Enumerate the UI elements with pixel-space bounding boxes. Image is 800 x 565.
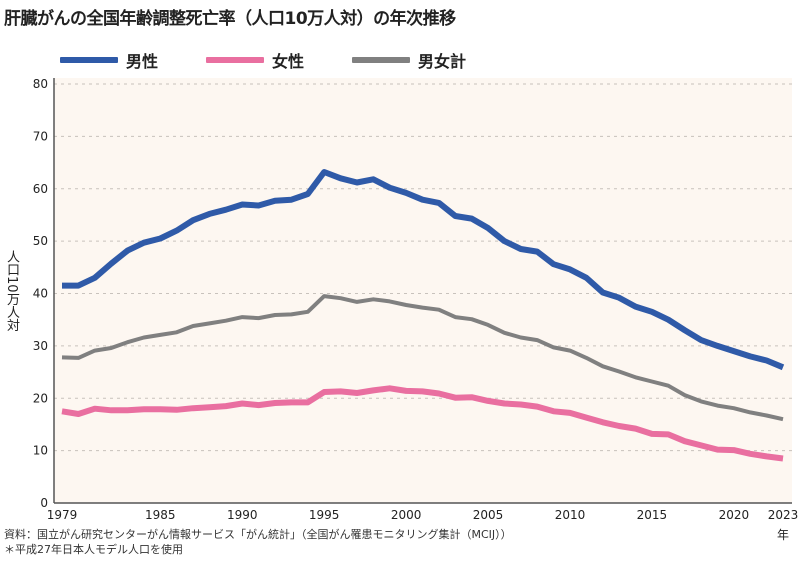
legend-item-total: 男女計 — [352, 48, 466, 72]
x-tick-label: 2005 — [473, 508, 504, 522]
y-tick-label: 60 — [33, 182, 48, 196]
y-tick-label: 80 — [33, 77, 48, 91]
legend-item-male: 男性 — [60, 48, 158, 72]
y-tick-label: 20 — [33, 391, 48, 405]
x-tick-label: 2000 — [391, 508, 422, 522]
x-tick-label: 2020 — [719, 508, 750, 522]
x-tick-label: 2015 — [637, 508, 668, 522]
source-note: 資料：国立がん研究センターがん情報サービス「がん統計」（全国がん罹患モニタリング… — [4, 528, 512, 541]
x-tick-label: 1990 — [227, 508, 258, 522]
series-line-男女計 — [61, 294, 784, 422]
y-tick-label: 40 — [33, 287, 48, 301]
series-line-男性 — [62, 169, 785, 371]
legend-label-total: 男女計 — [418, 52, 467, 71]
x-tick-label: 1995 — [309, 508, 340, 522]
x-unit-label: 年 — [777, 528, 789, 542]
legend: 男性 女性 男女計 — [60, 48, 466, 72]
x-tick-label: 1985 — [145, 508, 176, 522]
model-population-note: ＊平成27年日本人モデル人口を使用 — [4, 543, 183, 556]
legend-swatch-male — [60, 57, 118, 63]
y-tick-label: 70 — [33, 129, 48, 143]
legend-label-male: 男性 — [126, 52, 159, 71]
y-tick-label: 50 — [33, 234, 48, 248]
legend-label-female: 女性 — [272, 52, 305, 71]
y-tick-label: 30 — [33, 339, 48, 353]
legend-swatch-female — [206, 57, 265, 63]
chart-title: 肝臓がんの全国年齢調整死亡率（人口10万人対）の年次推移 — [4, 9, 456, 29]
y-axis-label: 人口10万人対 — [4, 250, 19, 332]
legend-swatch-total — [352, 57, 411, 63]
y-tick-label: 0 — [40, 496, 48, 510]
series-line-女性 — [61, 385, 784, 462]
x-tick-label: 2023 — [768, 508, 799, 522]
x-tick-label: 1979 — [47, 508, 78, 522]
legend-item-female: 女性 — [206, 48, 304, 72]
x-tick-label: 2010 — [555, 508, 586, 522]
y-tick-label: 10 — [33, 444, 48, 458]
